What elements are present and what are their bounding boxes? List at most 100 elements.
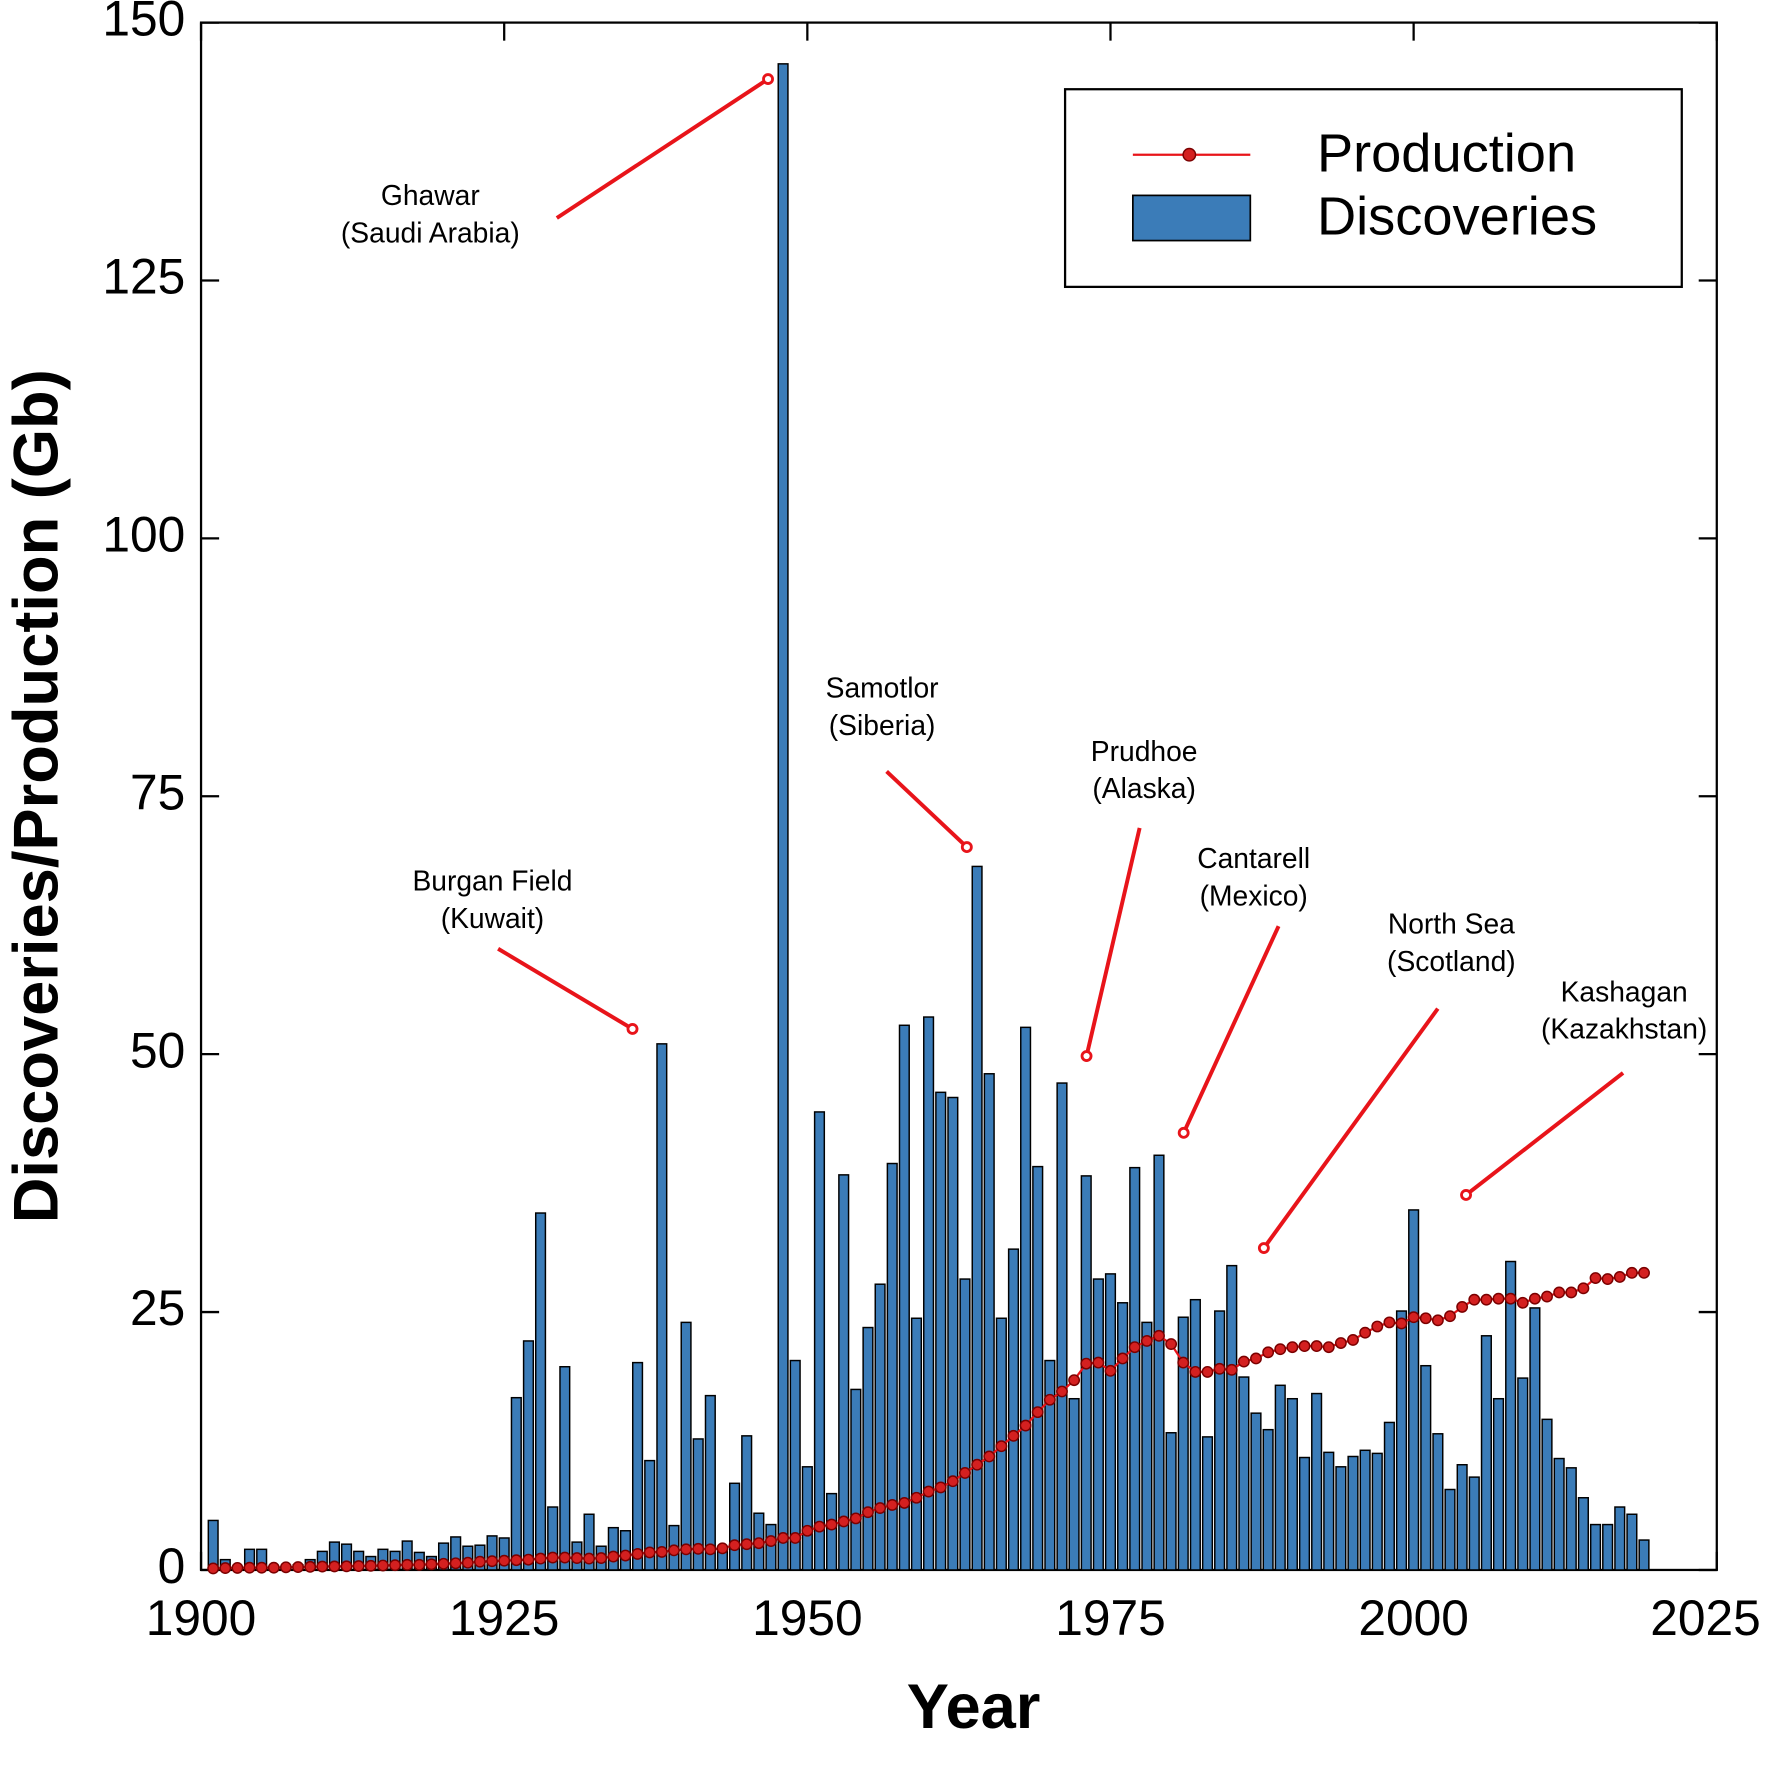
production-marker (546, 1551, 559, 1564)
x-tick-label: 2025 (1650, 1590, 1761, 1646)
production-marker (352, 1560, 365, 1572)
bar (656, 1043, 668, 1571)
bar (1117, 1302, 1129, 1571)
production-marker (522, 1553, 535, 1566)
production-marker (1383, 1316, 1396, 1329)
bar (1165, 1432, 1177, 1571)
bar (923, 1016, 935, 1571)
annotation-pointer (885, 769, 969, 849)
annotation-pointer (1084, 827, 1142, 1057)
bar (510, 1396, 522, 1571)
bar (1020, 1026, 1032, 1571)
production-marker (328, 1560, 341, 1573)
production-marker (461, 1556, 474, 1569)
annotation-point (1177, 1126, 1190, 1139)
bar (1189, 1298, 1201, 1571)
production-marker (680, 1543, 693, 1556)
production-marker (1213, 1362, 1226, 1375)
bar (1311, 1392, 1323, 1571)
production-marker (849, 1512, 862, 1525)
bar (486, 1535, 498, 1571)
bar (1602, 1523, 1614, 1571)
legend-swatch (1132, 194, 1252, 242)
production-marker (1468, 1293, 1481, 1306)
production-marker (1104, 1364, 1117, 1377)
annotation-point (762, 73, 774, 85)
bar (1080, 1175, 1092, 1571)
annotation-text: (Scotland) (1387, 945, 1516, 977)
bar (1286, 1397, 1298, 1571)
bar (559, 1366, 571, 1571)
production-marker (304, 1560, 317, 1573)
production-marker (1019, 1419, 1032, 1432)
annotation-pointer (1464, 1071, 1625, 1197)
production-marker (1250, 1352, 1262, 1365)
production-marker (1541, 1290, 1553, 1303)
bar (1092, 1278, 1104, 1571)
bar (1395, 1310, 1408, 1571)
x-tick-label: 1975 (1055, 1590, 1166, 1646)
bar (1480, 1335, 1492, 1571)
legend-label: Discoveries (1317, 187, 1597, 247)
production-marker (1516, 1296, 1529, 1309)
annotation-point (1257, 1242, 1270, 1254)
production-marker (1565, 1286, 1578, 1299)
production-marker (946, 1475, 959, 1488)
bar (886, 1162, 898, 1571)
bar (1529, 1307, 1541, 1571)
bar (607, 1526, 619, 1571)
production-marker (801, 1524, 814, 1537)
bar (1323, 1451, 1335, 1571)
production-marker (1528, 1292, 1541, 1305)
production-marker (219, 1562, 232, 1575)
production-marker (1092, 1356, 1105, 1369)
annotation-point (1460, 1189, 1472, 1201)
x-tick-label: 1925 (449, 1590, 560, 1646)
production-marker (498, 1554, 511, 1567)
bar (1359, 1449, 1371, 1571)
bar (1056, 1082, 1068, 1571)
production-marker (716, 1542, 729, 1555)
production-marker (1201, 1365, 1214, 1378)
annotation-text: Samotlor (826, 672, 939, 704)
bar (1274, 1384, 1286, 1571)
bar (1141, 1321, 1153, 1571)
annotation-text: Prudhoe (1091, 735, 1198, 767)
bar (1007, 1248, 1020, 1571)
annotation-pointer (1262, 1007, 1440, 1250)
production-marker (740, 1538, 753, 1551)
production-marker (825, 1518, 838, 1531)
bar (1104, 1273, 1117, 1571)
production-marker (377, 1559, 389, 1572)
production-marker (486, 1555, 498, 1568)
y-axis-title: Discoveries/Production (Gb) (1, 369, 71, 1223)
annotation-text: (Mexico) (1200, 879, 1308, 911)
production-marker (1068, 1374, 1081, 1387)
production-marker (910, 1491, 923, 1504)
y-tick-label: 125 (102, 249, 185, 305)
production-marker (922, 1485, 935, 1498)
bar (1456, 1464, 1468, 1571)
production-marker (1153, 1329, 1165, 1342)
production-marker (1128, 1341, 1141, 1354)
bar (850, 1388, 862, 1571)
production-marker (1237, 1355, 1250, 1368)
bar (947, 1096, 959, 1571)
bar (1420, 1364, 1432, 1571)
bar (1468, 1476, 1480, 1571)
bar (1214, 1310, 1226, 1571)
annotation-text: (Kazakhstan) (1541, 1013, 1707, 1045)
y-tick-label: 100 (102, 507, 185, 563)
production-marker (1371, 1320, 1384, 1333)
production-marker (959, 1467, 971, 1479)
production-marker (425, 1558, 438, 1571)
production-marker (1310, 1340, 1323, 1353)
production-marker (1043, 1393, 1056, 1406)
production-marker (1177, 1356, 1190, 1369)
y-tick-label: 25 (130, 1280, 185, 1336)
production-marker (1456, 1300, 1469, 1313)
production-marker (1262, 1346, 1275, 1359)
production-marker (243, 1561, 256, 1574)
bar (1432, 1433, 1444, 1571)
production-marker (1189, 1365, 1202, 1378)
